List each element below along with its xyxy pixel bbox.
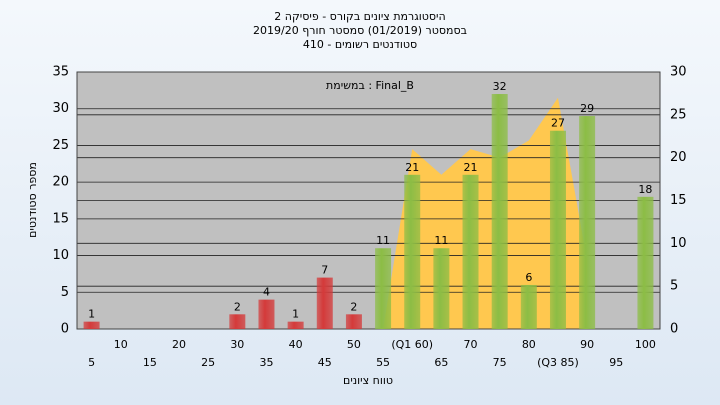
data-label: 18 — [638, 183, 652, 196]
bar — [579, 116, 596, 329]
y-tick-label: 25 — [52, 138, 69, 153]
data-label: 2 — [234, 300, 241, 313]
data-label: 2 — [350, 300, 357, 313]
data-label: 6 — [525, 271, 532, 284]
y-tick-label: 10 — [52, 248, 69, 263]
y-tick-label: 0 — [61, 322, 69, 337]
y2-tick-label: 20 — [670, 150, 687, 165]
data-label: 21 — [405, 161, 419, 174]
data-label: 29 — [580, 102, 594, 115]
bar — [316, 277, 333, 329]
y2-tick-label: 15 — [670, 193, 687, 208]
bar — [520, 284, 537, 329]
y2-tick-label: 30 — [670, 65, 687, 80]
bar — [462, 174, 479, 329]
annotation: במשימת : Final_B — [326, 79, 414, 92]
data-label: 27 — [551, 117, 565, 130]
y2-tick-label: 25 — [670, 107, 687, 122]
bar — [229, 314, 246, 329]
bar — [433, 248, 450, 329]
y2-tick-label: 10 — [670, 236, 687, 251]
y-tick-label: 15 — [52, 211, 69, 226]
x-tick-label: 5 — [88, 356, 95, 369]
x-tick-label: 35 — [259, 356, 273, 369]
y2-tick-label: 5 — [670, 279, 678, 294]
bar — [375, 248, 392, 329]
x-tick-label: 15 — [143, 356, 157, 369]
x-tick-label: 65 — [434, 356, 448, 369]
bar — [404, 174, 421, 329]
x-tick-label: 20 — [172, 338, 186, 351]
x-tick-label: 80 — [522, 338, 536, 351]
bar — [345, 314, 362, 329]
x-tick-label: (Q1 60) — [391, 338, 433, 351]
x-tick-label: 90 — [580, 338, 594, 351]
bar — [637, 196, 654, 329]
x-tick-label: 25 — [201, 356, 215, 369]
bar — [83, 321, 100, 329]
x-axis-label: טווח ציונים — [343, 374, 393, 387]
y-tick-label: 20 — [52, 175, 69, 190]
y-tick-label: 5 — [61, 285, 69, 300]
bar — [491, 94, 508, 330]
chart-title: בסמסטר (01/2019) סמסטר חורף 2019/20 — [253, 24, 467, 37]
data-label: 1 — [292, 308, 299, 321]
data-label: 21 — [464, 161, 478, 174]
bar — [549, 130, 566, 329]
x-tick-label: 45 — [318, 356, 332, 369]
x-tick-label: 50 — [347, 338, 361, 351]
x-tick-label: 55 — [376, 356, 390, 369]
y-tick-label: 35 — [52, 65, 69, 80]
y-tick-label: 30 — [52, 101, 69, 116]
data-label: 1 — [88, 308, 95, 321]
bar — [258, 299, 275, 329]
x-tick-label: 30 — [230, 338, 244, 351]
x-tick-label: 70 — [464, 338, 478, 351]
data-label: 32 — [493, 80, 507, 93]
x-tick-label: 95 — [609, 356, 623, 369]
x-tick-label: 10 — [114, 338, 128, 351]
data-label: 7 — [321, 264, 328, 277]
x-tick-label: 100 — [635, 338, 656, 351]
chart-title: סטודנטים רשומים - 410 — [303, 38, 417, 51]
x-tick-label: 75 — [493, 356, 507, 369]
plot-border — [76, 71, 661, 330]
x-tick-label: (Q3 85) — [537, 356, 579, 369]
x-tick-label: 40 — [289, 338, 303, 351]
bar — [287, 321, 304, 329]
y-axis-label: מספר סטודנטים — [26, 162, 39, 238]
data-label: 4 — [263, 286, 270, 299]
y2-tick-label: 0 — [670, 322, 678, 337]
data-label: 11 — [434, 234, 448, 247]
data-label: 11 — [376, 234, 390, 247]
chart-title: היסטוגרמת ציונים בקורס - פיסיקה 2 — [274, 10, 445, 23]
